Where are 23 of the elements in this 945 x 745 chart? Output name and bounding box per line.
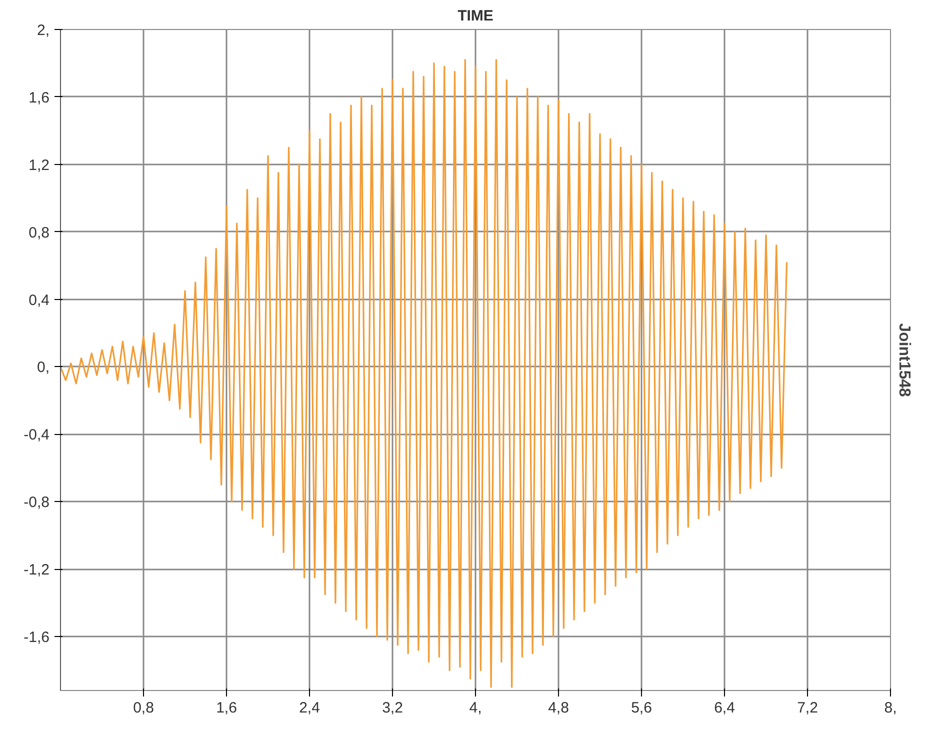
y-tick-label: 0,4 bbox=[28, 292, 50, 309]
y-tick-label: 1,2 bbox=[28, 156, 50, 174]
y-tick-label: -1,6 bbox=[24, 629, 50, 646]
x-tick-label: 5,6 bbox=[631, 700, 652, 716]
y-tick-label: -1,2 bbox=[24, 562, 50, 579]
x-tick-label: 8, bbox=[884, 700, 897, 716]
x-tick-label: 6,4 bbox=[714, 700, 735, 716]
line-series bbox=[60, 59, 788, 688]
x-tick-label: 3,2 bbox=[382, 700, 403, 716]
y-tick-label: -0,4 bbox=[24, 426, 50, 444]
y-tick-label: 2, bbox=[36, 22, 50, 39]
x-tick-label: 4,8 bbox=[548, 700, 569, 716]
x-tick-label: 1,6 bbox=[216, 700, 237, 716]
x-tick-label: 4, bbox=[469, 700, 482, 716]
y-tick-label: 0,8 bbox=[28, 224, 50, 242]
y-tick-label: 1,6 bbox=[28, 89, 50, 106]
y-tick-label: 0, bbox=[36, 359, 50, 376]
x-tick-label: 7,2 bbox=[797, 700, 818, 716]
y-tick-label: -0,8 bbox=[24, 494, 50, 512]
x-tick-label: 2,4 bbox=[299, 700, 320, 716]
x-tick-label: 0,8 bbox=[133, 700, 154, 716]
y-axis-title: Joint1548 bbox=[896, 323, 912, 398]
chart-title: TIME bbox=[458, 8, 494, 24]
